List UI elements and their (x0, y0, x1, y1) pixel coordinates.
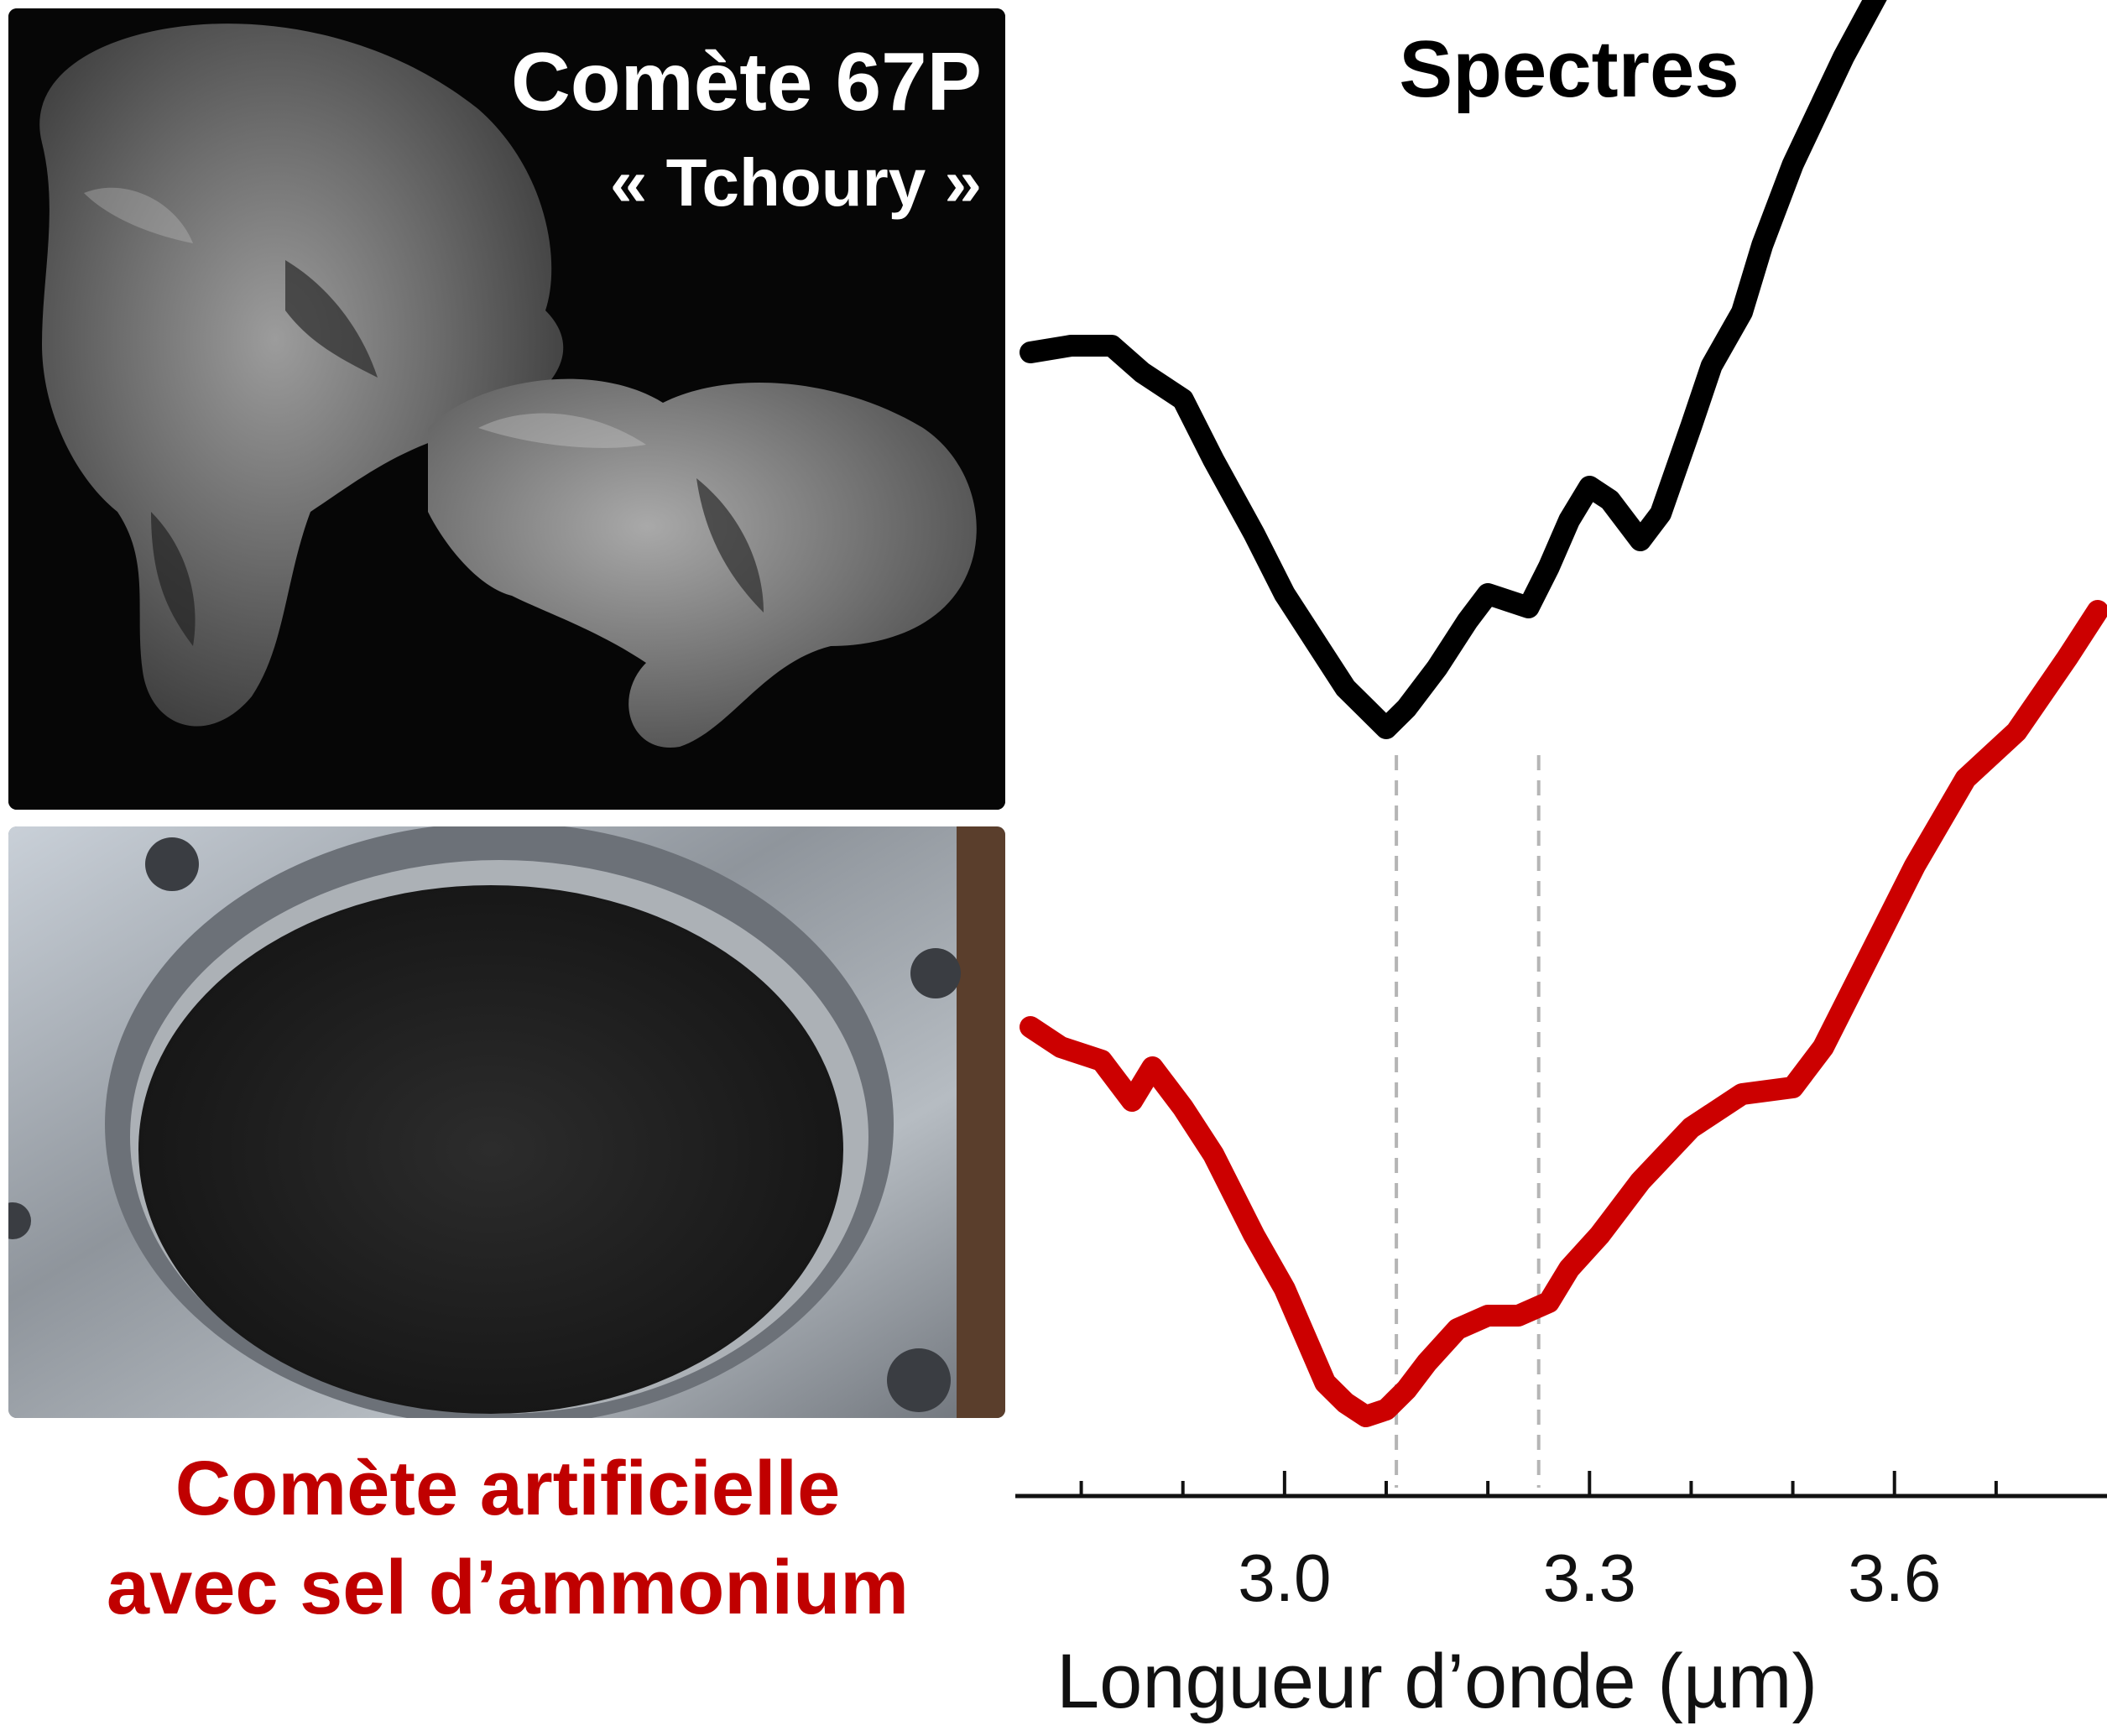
comet-title: Comète 67P (510, 35, 982, 128)
artificial-comet-photo (8, 826, 1005, 1418)
chart-title: Spectres (1399, 24, 1739, 114)
comet-subtitle: « Tchoury » (609, 145, 982, 220)
spectra-series (1020, 0, 2107, 1427)
spectrum-line-2 (1020, 600, 2107, 1427)
comet-67p-image (8, 8, 1005, 810)
artificial-comet-image (8, 826, 1005, 1418)
comet-67p-photo: Comète 67P « Tchoury » (8, 8, 1005, 810)
reference-lines (1395, 755, 1541, 1488)
spectrum-line-1 (1020, 0, 1887, 739)
x-axis: 3.0 3.3 3.6 (1015, 1471, 2107, 1615)
spectra-chart: 3.0 3.3 3.6 Longueur d’onde (µm) (1015, 0, 2107, 1724)
artificial-comet-caption-line-1: Comète artificielle (175, 1446, 841, 1531)
artificial-comet-caption-line-2: avec sel d’ammonium (106, 1545, 910, 1630)
x-tick-label: 3.0 (1238, 1541, 1331, 1615)
x-axis-label: Longueur d’onde (µm) (1056, 1639, 1818, 1724)
x-tick-label: 3.3 (1543, 1541, 1636, 1615)
x-tick-label: 3.6 (1848, 1541, 1941, 1615)
artificial-comet-caption: Comète artificielle avec sel d’ammonium (0, 1439, 1015, 1637)
